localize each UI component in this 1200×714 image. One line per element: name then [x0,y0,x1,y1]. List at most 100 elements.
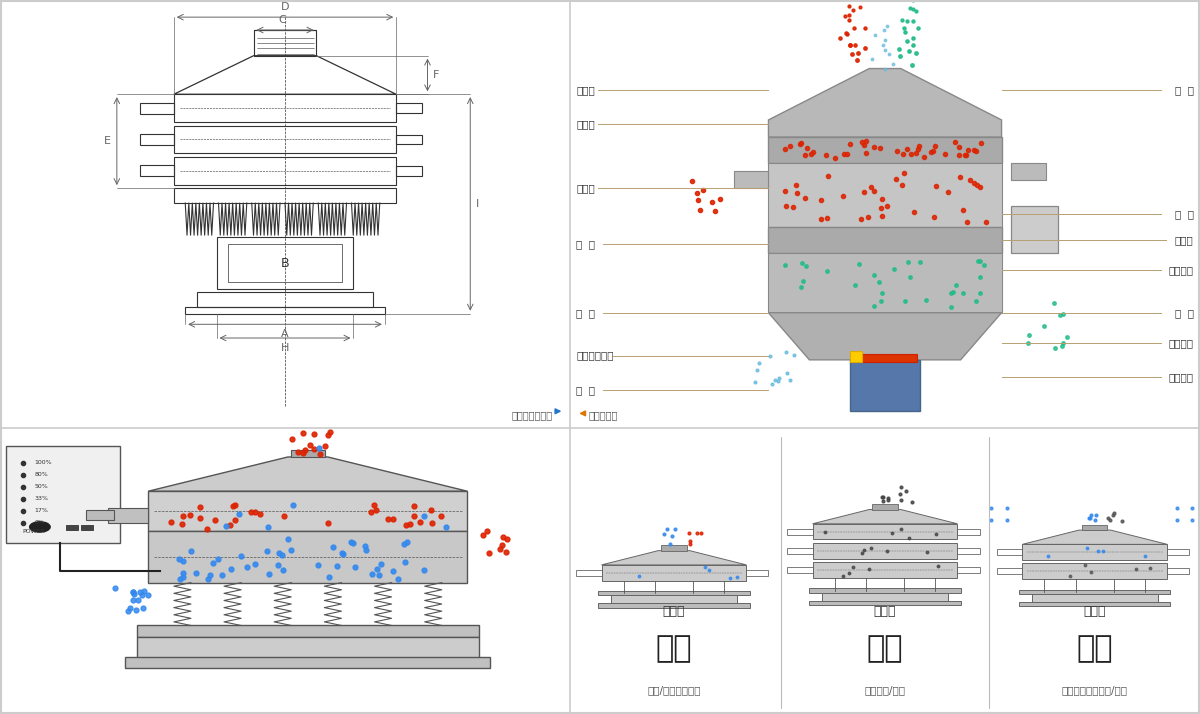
Bar [228,243,342,282]
Bar [1019,590,1170,594]
Bar [185,307,385,313]
Bar [216,237,353,288]
Text: 除杂: 除杂 [1076,634,1114,663]
Text: 加重块: 加重块 [1175,235,1194,245]
Bar [768,227,1002,253]
Text: 分级: 分级 [655,634,692,663]
Bar [958,567,979,573]
Polygon shape [1022,530,1168,544]
Bar [812,543,958,558]
Bar [108,508,149,523]
Bar [137,637,479,660]
Text: 过滤: 过滤 [866,634,904,663]
Text: 防尘盖: 防尘盖 [576,119,595,129]
Bar [1010,163,1045,180]
Text: 去除异物/结块: 去除异物/结块 [864,685,906,695]
Bar [80,526,94,531]
Text: 50%: 50% [34,484,48,489]
Text: D: D [281,2,289,12]
Bar [66,526,78,531]
Text: 颗粒/粉末准确分级: 颗粒/粉末准确分级 [647,685,701,695]
Bar [958,528,979,535]
Bar [1022,563,1168,579]
Polygon shape [601,550,746,565]
Text: 网  架: 网 架 [1175,209,1194,219]
Polygon shape [149,457,468,491]
Bar [851,360,919,411]
Bar [149,491,468,531]
Text: 外形尺寸示意图: 外形尺寸示意图 [511,410,553,420]
Text: 100%: 100% [34,460,52,466]
Bar [768,163,1002,227]
Text: 双层式: 双层式 [1084,605,1106,618]
Bar [174,94,396,122]
Text: 去除液体中的颗粒/异物: 去除液体中的颗粒/异物 [1062,685,1128,695]
Bar [997,549,1022,555]
Text: 0%: 0% [34,520,44,526]
Text: 三层式: 三层式 [874,605,896,618]
Bar [768,137,1002,163]
Bar [576,570,601,576]
Bar [396,166,422,176]
Bar [197,292,373,307]
Bar [1019,602,1170,606]
Bar [872,504,898,510]
Polygon shape [812,510,958,524]
Text: 结构示意图: 结构示意图 [589,410,618,420]
Bar [853,354,917,362]
Bar [290,450,325,457]
Bar [661,545,686,550]
Text: 出料口: 出料口 [576,183,595,193]
Bar [1032,594,1158,602]
Polygon shape [768,69,1002,137]
Text: 上部重锤: 上部重锤 [1169,265,1194,275]
Bar [787,567,812,573]
Text: 运输固定螺栓: 运输固定螺栓 [576,351,613,361]
Bar [611,595,737,603]
Bar [768,253,1002,313]
Bar [787,548,812,554]
Bar [1022,544,1168,560]
Bar [126,657,491,668]
Bar [253,30,317,56]
Bar [601,565,746,580]
Text: 33%: 33% [34,496,48,501]
Text: H: H [281,343,289,353]
Bar [137,625,479,637]
Bar [6,446,120,543]
Text: E: E [104,136,112,146]
Bar [787,528,812,535]
Bar [809,588,960,593]
Text: 进料口: 进料口 [576,85,595,95]
Text: I: I [476,199,479,209]
Bar [139,166,174,176]
Text: A: A [281,329,289,339]
Text: 17%: 17% [34,508,48,513]
Bar [734,171,768,188]
Text: C: C [278,15,286,25]
Bar [396,135,422,144]
Polygon shape [768,313,1002,360]
Text: 弹  簧: 弹 簧 [576,308,595,318]
Bar [599,603,750,608]
Bar [812,524,958,540]
Circle shape [30,522,50,532]
Text: 束  环: 束 环 [576,239,595,249]
Bar [396,104,422,113]
Bar [997,568,1022,575]
Text: 筛  盘: 筛 盘 [1175,308,1194,318]
Bar [149,531,468,583]
Bar [139,134,174,145]
Text: POWER: POWER [23,529,46,534]
Text: 机  座: 机 座 [576,385,595,395]
Bar [851,351,862,362]
Bar [1168,568,1189,575]
Bar [174,126,396,154]
Text: 80%: 80% [34,472,48,477]
Text: 下部重锤: 下部重锤 [1169,372,1194,382]
Bar [822,593,948,600]
Bar [1010,206,1058,253]
Bar [812,562,958,578]
Text: 筛  网: 筛 网 [1175,85,1194,95]
Text: 单层式: 单层式 [662,605,685,618]
